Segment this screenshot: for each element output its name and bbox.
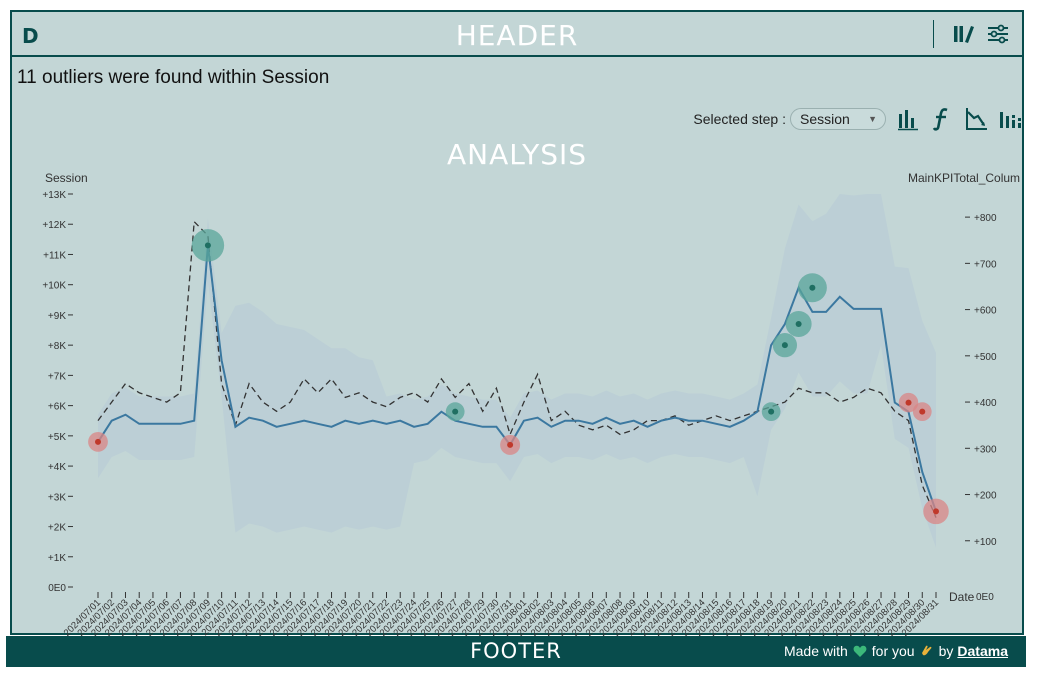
left-tick-label: +9K	[48, 311, 66, 322]
trend-chart-icon[interactable]	[964, 106, 988, 132]
right-tick-label: +700	[974, 259, 997, 270]
header-title: HEADER	[455, 19, 579, 52]
footer-title: FOOTER	[470, 639, 562, 663]
footer-credit: Made with for you by Datama	[784, 643, 1008, 659]
left-axis-title: Session	[45, 171, 88, 185]
right-tick-label: +400	[974, 398, 997, 409]
left-tick-label: 0E0	[48, 583, 66, 594]
header: D HEADER	[12, 12, 1022, 57]
for-you-text: for you	[871, 643, 915, 659]
by-text: by	[938, 643, 954, 659]
header-icons	[933, 12, 1014, 55]
outlier-chart: 0E0 +1K +2K +3K +4K +5K +6K +7K +8K +9K +10K +11K +1…	[42, 171, 1020, 639]
chart-lines	[97, 220, 937, 518]
outlier-point	[768, 408, 775, 415]
books-icon[interactable]	[952, 22, 976, 46]
footer: FOOTER Made with for you by Datama	[6, 636, 1026, 667]
left-tick-label: +10K	[42, 281, 66, 292]
outlier-message: 11 outliers were found within Session	[17, 67, 330, 88]
session-line	[97, 245, 937, 512]
right-tick-label: +800	[974, 213, 997, 224]
left-tick-label: +11K	[43, 250, 66, 261]
step-toolbar: Selected step : Session ▼	[693, 104, 1022, 134]
heart-icon	[853, 645, 867, 657]
outlier-point	[933, 508, 939, 515]
right-tick-label: +300	[974, 444, 997, 455]
left-tick-label: +13K	[42, 190, 66, 201]
header-divider	[933, 19, 934, 48]
left-tick-label: +4K	[48, 462, 66, 473]
outlier-point	[795, 320, 802, 327]
outlier-point	[781, 342, 788, 349]
right-tick-label: +600	[974, 306, 997, 317]
left-tick-label: +5K	[48, 432, 66, 443]
right-tick-label: +100	[974, 537, 997, 548]
app-logo[interactable]: D	[22, 24, 39, 48]
right-axis-title: MainKPITotal_Colum	[908, 171, 1020, 185]
x-axis-title: Date	[949, 590, 975, 604]
right-tick-label: +500	[974, 352, 997, 363]
left-tick-label: +7K	[48, 371, 66, 382]
function-icon[interactable]	[930, 106, 954, 132]
chart-axes: 0E0 +1K +2K +3K +4K +5K +6K +7K +8K +9K +10K +11K +1…	[42, 171, 1020, 639]
clap-hand-icon	[921, 645, 932, 656]
outlier-point	[204, 242, 211, 249]
selected-step-label: Selected step :	[693, 111, 786, 127]
x-axis-zero-label: 0E0	[976, 592, 994, 603]
left-tick-label: +1K	[48, 553, 66, 564]
confidence-band	[98, 194, 936, 548]
dot-bar-chart-icon[interactable]	[998, 106, 1022, 132]
analysis-title: ANALYSIS	[446, 138, 588, 171]
outlier-point	[809, 284, 816, 291]
outlier-point	[452, 408, 459, 415]
left-tick-label: +3K	[48, 492, 66, 503]
bar-chart-icon[interactable]	[896, 106, 920, 132]
selected-step-dropdown[interactable]: Session ▼	[790, 108, 886, 130]
outlier-point	[919, 408, 926, 415]
outlier-point	[507, 441, 514, 448]
app-frame: D HEADER 11 outliers were found within S…	[10, 10, 1024, 639]
left-tick-label: +8K	[48, 341, 66, 352]
selected-step-value: Session	[800, 111, 850, 127]
left-tick-label: +12K	[42, 220, 66, 231]
outlier-point	[905, 399, 912, 406]
datama-link[interactable]: Datama	[957, 643, 1008, 659]
chart-outliers	[88, 229, 949, 525]
left-tick-label: +6K	[48, 402, 66, 413]
left-tick-label: +2K	[48, 523, 66, 534]
right-tick-label: +200	[974, 491, 997, 502]
confidence-band-layer	[98, 194, 936, 548]
outlier-point	[95, 438, 101, 445]
made-with-text: Made with	[783, 643, 848, 659]
sliders-icon[interactable]	[986, 22, 1010, 46]
chevron-down-icon: ▼	[868, 114, 877, 124]
